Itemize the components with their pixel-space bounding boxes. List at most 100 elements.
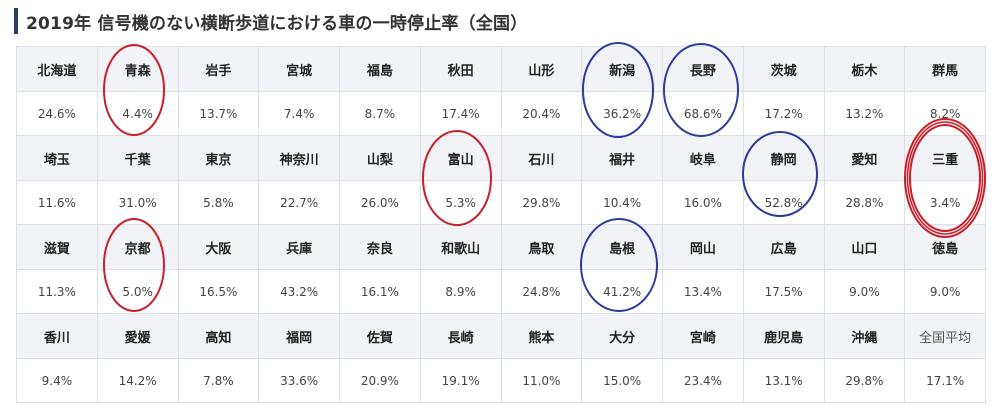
- title-area: 2019年 信号機のない横断歩道における車の一時停止率（全国）: [14, 6, 527, 36]
- rate-cell: 16.0%: [662, 180, 744, 225]
- prefecture-cell: 佐賀: [339, 313, 421, 359]
- prefecture-cell: 福井: [581, 135, 663, 181]
- prefecture-cell: 山形: [500, 46, 583, 92]
- prefecture-cell: 熊本: [500, 313, 583, 359]
- rate-cell: 7.8%: [177, 358, 260, 403]
- rate-cell: 52.8%: [742, 180, 825, 225]
- rate-cell: 11.3%: [16, 269, 98, 314]
- prefecture-cell: 愛知: [823, 135, 906, 181]
- rate-cell: 22.7%: [258, 180, 340, 225]
- prefecture-cell: 兵庫: [258, 224, 340, 270]
- prefecture-cell: 福岡: [258, 313, 340, 359]
- rate-cell: 24.6%: [16, 91, 98, 136]
- rate-cell: 13.1%: [742, 358, 825, 403]
- rate-cell: 8.2%: [904, 91, 986, 136]
- prefecture-cell: 岐阜: [662, 135, 744, 181]
- prefecture-cell: 愛媛: [96, 313, 179, 359]
- rate-cell: 11.0%: [500, 358, 583, 403]
- rate-cell: 36.2%: [581, 91, 663, 136]
- rate-cell: 43.2%: [258, 269, 340, 314]
- prefecture-cell: 富山: [419, 135, 502, 181]
- prefecture-cell: 長崎: [419, 313, 502, 359]
- rate-cell: 19.1%: [419, 358, 502, 403]
- prefecture-cell: 三重: [904, 135, 986, 181]
- rate-cell: 29.8%: [823, 358, 906, 403]
- prefecture-cell: 新潟: [581, 46, 663, 92]
- rate-cell: 5.0%: [96, 269, 179, 314]
- rate-cell: 5.8%: [177, 180, 260, 225]
- rate-cell: 8.7%: [339, 91, 421, 136]
- prefecture-cell: 島根: [581, 224, 663, 270]
- rate-row: 24.6% 4.4% 13.7% 7.4% 8.7% 17.4% 20.4% 36.2% 68.…: [16, 91, 986, 136]
- rate-cell: 24.8%: [500, 269, 583, 314]
- prefecture-cell: 群馬: [904, 46, 986, 92]
- prefecture-cell: 滋賀: [16, 224, 98, 270]
- stop-rate-table-body: 北海道 青森 岩手 宮城 福島 秋田 山形 新潟 長野 茨城 栃木 群馬 24.6% 4.4% 13.7% 7…: [16, 46, 986, 403]
- rate-cell: 9.4%: [16, 358, 98, 403]
- prefecture-cell: 宮崎: [662, 313, 744, 359]
- rate-row: 9.4% 14.2% 7.8% 33.6% 20.9% 19.1% 11.0% 15.0% 23…: [16, 358, 986, 403]
- rate-cell: 41.2%: [581, 269, 663, 314]
- rate-cell: 33.6%: [258, 358, 340, 403]
- rate-cell: 13.2%: [823, 91, 906, 136]
- prefecture-cell: 栃木: [823, 46, 906, 92]
- prefecture-cell: 京都: [96, 224, 179, 270]
- rate-cell: 4.4%: [96, 91, 179, 136]
- prefecture-cell: 福島: [339, 46, 421, 92]
- rate-cell: 29.8%: [500, 180, 583, 225]
- rate-cell: 15.0%: [581, 358, 663, 403]
- rate-cell: 9.0%: [823, 269, 906, 314]
- prefecture-cell: 岩手: [177, 46, 260, 92]
- rate-cell: 31.0%: [96, 180, 179, 225]
- prefecture-cell: 徳島: [904, 224, 986, 270]
- stop-rate-table: 北海道 青森 岩手 宮城 福島 秋田 山形 新潟 長野 茨城 栃木 群馬 24.6% 4.4% 13.7% 7…: [16, 46, 986, 403]
- rate-cell: 20.9%: [339, 358, 421, 403]
- prefecture-cell: 静岡: [742, 135, 825, 181]
- prefecture-cell: 東京: [177, 135, 260, 181]
- prefecture-row: 香川 愛媛 高知 福岡 佐賀 長崎 熊本 大分 宮崎 鹿児島 沖縄 全国平均: [16, 313, 986, 359]
- rate-cell: 23.4%: [662, 358, 744, 403]
- prefecture-cell: 石川: [500, 135, 583, 181]
- rate-cell: 26.0%: [339, 180, 421, 225]
- prefecture-cell: 宮城: [258, 46, 340, 92]
- prefecture-cell: 神奈川: [258, 135, 340, 181]
- prefecture-cell: 鳥取: [500, 224, 583, 270]
- rate-cell: 17.5%: [742, 269, 825, 314]
- prefecture-cell: 長野: [662, 46, 744, 92]
- prefecture-row: 北海道 青森 岩手 宮城 福島 秋田 山形 新潟 長野 茨城 栃木 群馬: [16, 46, 986, 92]
- rate-cell: 16.5%: [177, 269, 260, 314]
- rate-cell: 10.4%: [581, 180, 663, 225]
- rate-row: 11.6% 31.0% 5.8% 22.7% 26.0% 5.3% 29.8% 10.4% 16…: [16, 180, 986, 225]
- prefecture-cell: 全国平均: [904, 313, 986, 359]
- prefecture-cell: 北海道: [16, 46, 98, 92]
- prefecture-cell: 山口: [823, 224, 906, 270]
- rate-cell: 13.4%: [662, 269, 744, 314]
- prefecture-cell: 青森: [96, 46, 179, 92]
- prefecture-cell: 大阪: [177, 224, 260, 270]
- rate-cell: 11.6%: [16, 180, 98, 225]
- prefecture-cell: 香川: [16, 313, 98, 359]
- prefecture-cell: 沖縄: [823, 313, 906, 359]
- rate-row: 11.3% 5.0% 16.5% 43.2% 16.1% 8.9% 24.8% 41.2% 13…: [16, 269, 986, 314]
- rate-cell: 17.2%: [742, 91, 825, 136]
- rate-cell: 5.3%: [419, 180, 502, 225]
- page-title: 2019年 信号機のない横断歩道における車の一時停止率（全国）: [26, 13, 528, 34]
- title-accent-bar: [14, 8, 18, 34]
- prefecture-cell: 岡山: [662, 224, 744, 270]
- prefecture-cell: 秋田: [419, 46, 502, 92]
- prefecture-cell: 大分: [581, 313, 663, 359]
- rate-cell: 3.4%: [904, 180, 986, 225]
- rate-cell: 28.8%: [823, 180, 906, 225]
- rate-cell: 17.1%: [904, 358, 986, 403]
- prefecture-row: 埼玉 千葉 東京 神奈川 山梨 富山 石川 福井 岐阜 静岡 愛知 三重: [16, 135, 986, 181]
- rate-cell: 68.6%: [662, 91, 744, 136]
- rate-cell: 20.4%: [500, 91, 583, 136]
- prefecture-cell: 千葉: [96, 135, 179, 181]
- prefecture-cell: 埼玉: [16, 135, 98, 181]
- rate-cell: 13.7%: [177, 91, 260, 136]
- rate-cell: 14.2%: [96, 358, 179, 403]
- prefecture-cell: 山梨: [339, 135, 421, 181]
- rate-cell: 8.9%: [419, 269, 502, 314]
- rate-cell: 17.4%: [419, 91, 502, 136]
- prefecture-cell: 奈良: [339, 224, 421, 270]
